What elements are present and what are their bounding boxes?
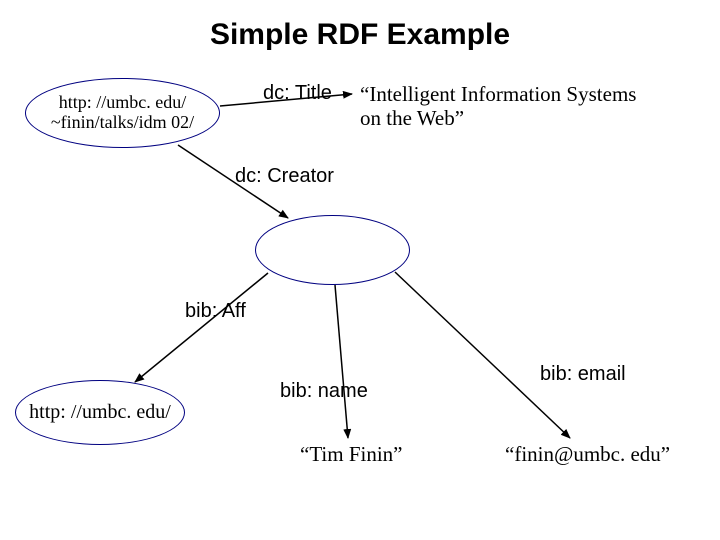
node-talk-uri: http: //umbc. edu/ ~finin/talks/idm 02/ (25, 78, 220, 148)
node-talk-line1: http: //umbc. edu/ (51, 93, 194, 113)
arrow-bib-email (395, 272, 570, 438)
node-talk-line2: ~finin/talks/idm 02/ (51, 113, 194, 133)
node-umbc-uri: http: //umbc. edu/ (15, 380, 185, 445)
edge-bib-aff: bib: Aff (185, 300, 246, 323)
arrow-bib-name (335, 285, 348, 438)
edge-bib-email: bib: email (540, 363, 626, 386)
edge-bib-name: bib: name (280, 380, 368, 403)
literal-email: “finin@umbc. edu” (505, 442, 670, 467)
node-umbc-label: http: //umbc. edu/ (29, 401, 171, 424)
edge-dc-title: dc: Title (263, 82, 332, 105)
literal-title-line2: on the Web” (360, 106, 464, 131)
node-blank (255, 215, 410, 285)
literal-name: “Tim Finin” (300, 442, 403, 467)
arrow-bib-aff (135, 273, 268, 382)
literal-title-line1: “Intelligent Information Systems (360, 82, 636, 107)
edge-dc-creator: dc: Creator (235, 165, 334, 188)
page-title: Simple RDF Example (0, 18, 720, 52)
